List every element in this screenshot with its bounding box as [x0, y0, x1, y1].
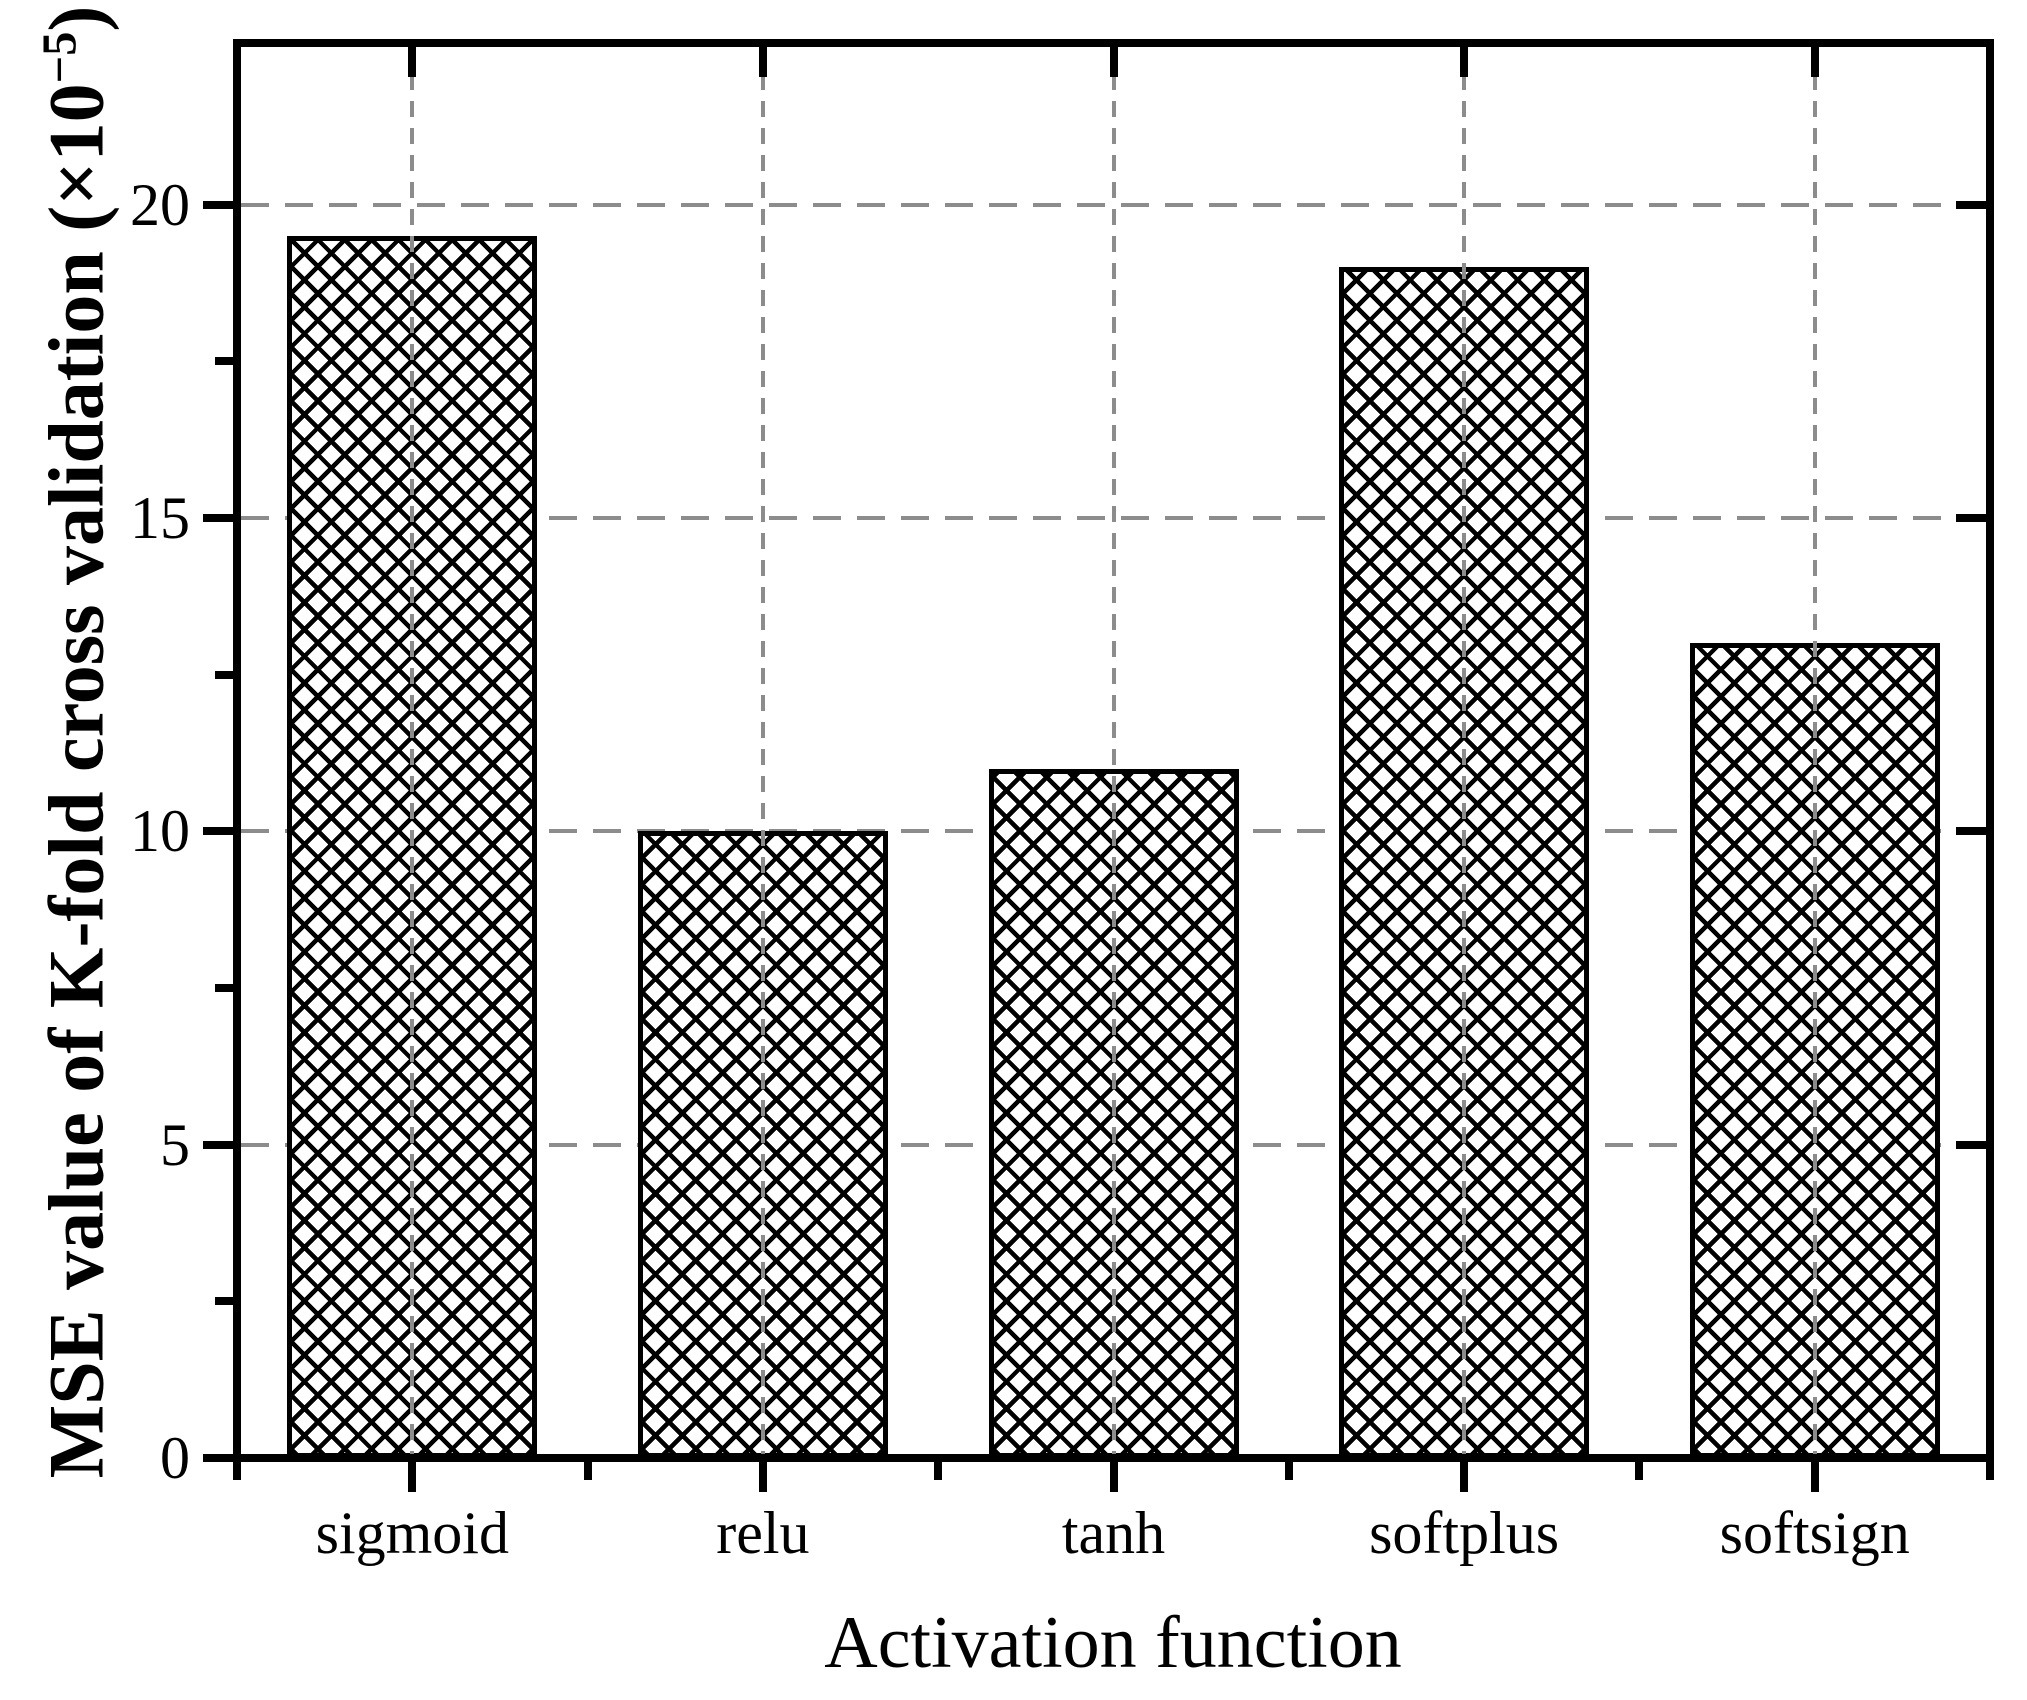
y-axis-major-tick-20: [203, 200, 233, 209]
x-tick-label-softplus: softplus: [1369, 1500, 1560, 1566]
top-axis-major-tick-softsign: [1810, 47, 1819, 77]
top-axis-major-tick-sigmoid: [408, 47, 417, 77]
x-axis-major-tick-sigmoid: [408, 1462, 417, 1492]
y-axis-title-close: ): [32, 5, 120, 32]
gridline-vertical-tanh: [1111, 47, 1116, 1454]
x-tick-label-softsign: softsign: [1719, 1500, 1910, 1566]
y-axis-major-tick-15: [203, 514, 233, 522]
top-axis-major-tick-tanh: [1109, 47, 1118, 77]
x-axis-major-tick-relu: [758, 1462, 767, 1492]
right-axis-major-tick-20: [1956, 200, 1986, 209]
top-axis-major-tick-softplus: [1460, 47, 1469, 77]
plot-border: [233, 39, 1994, 1462]
x-axis-minor-tick-2: [934, 1462, 943, 1480]
x-axis-minor-tick-5: [1986, 1462, 1994, 1480]
x-axis-minor-tick-3: [1284, 1462, 1293, 1480]
x-tick-label-tanh: tanh: [1061, 1500, 1166, 1566]
x-axis-minor-tick-0: [233, 1462, 241, 1480]
top-axis-major-tick-relu: [758, 47, 767, 77]
right-axis-major-tick-5: [1956, 1140, 1986, 1149]
y-axis-major-tick-0: [203, 1454, 233, 1462]
right-axis-major-tick-10: [1956, 827, 1986, 836]
x-tick-label-sigmoid: sigmoid: [315, 1500, 509, 1566]
x-axis-major-tick-softsign: [1810, 1462, 1819, 1492]
y-axis-major-tick-10: [203, 827, 233, 836]
gridline-vertical-sigmoid: [410, 47, 415, 1454]
y-axis-title-text: MSE value of K-fold cross validation (×1…: [32, 83, 120, 1479]
gridline-vertical-softsign: [1812, 47, 1817, 1454]
y-axis-minor-tick-17.5: [215, 357, 233, 366]
x-axis-title: Activation function: [824, 1602, 1402, 1684]
y-axis-title-exponent: −5: [33, 31, 87, 84]
right-axis-major-tick-15: [1956, 514, 1986, 522]
x-axis-major-tick-softplus: [1460, 1462, 1469, 1492]
x-tick-label-relu: relu: [716, 1500, 810, 1566]
y-tick-label-15: 15: [130, 485, 190, 551]
y-tick-label-5: 5: [160, 1111, 190, 1178]
y-tick-label-10: 10: [130, 798, 190, 865]
y-axis-minor-tick-7.5: [215, 984, 233, 992]
x-axis-major-tick-tanh: [1109, 1462, 1118, 1492]
gridline-vertical-relu: [760, 47, 765, 1454]
x-axis-minor-tick-1: [583, 1462, 592, 1480]
y-tick-label-0: 0: [160, 1425, 190, 1491]
y-axis-major-tick-5: [203, 1140, 233, 1149]
y-axis-minor-tick-12.5: [215, 670, 233, 679]
gridline-vertical-softplus: [1462, 47, 1467, 1454]
x-axis-minor-tick-4: [1635, 1462, 1644, 1480]
y-tick-label-20: 20: [130, 171, 190, 238]
y-axis-minor-tick-2.5: [215, 1297, 233, 1306]
